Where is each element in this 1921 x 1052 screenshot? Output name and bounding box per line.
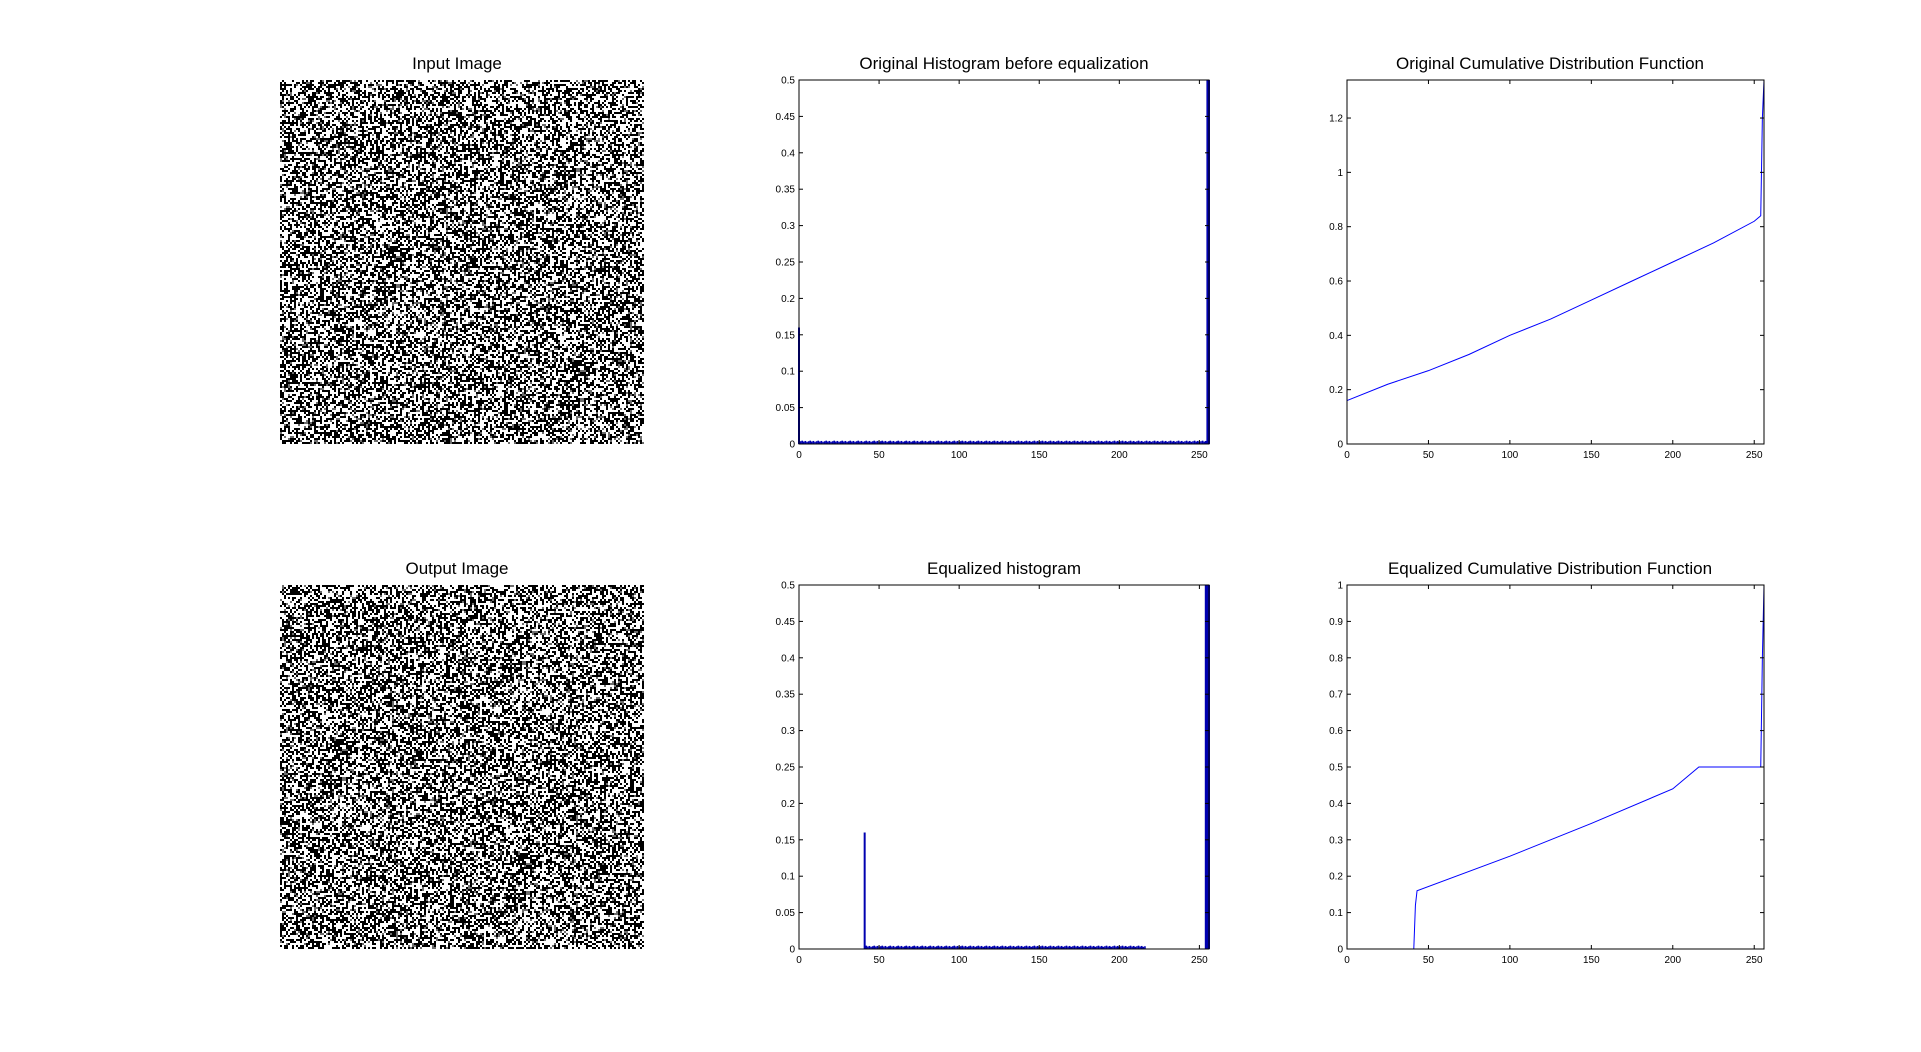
cdf-line — [1413, 584, 1765, 950]
x-tick-label: 250 — [1191, 450, 1208, 461]
y-tick-label: 0.45 — [776, 617, 796, 628]
y-tick-label: 0 — [1337, 945, 1343, 956]
panel-equalized-histogram: Equalized histogram 0 50 100 150 200 250 0 0.05… — [776, 559, 1210, 966]
y-tick-label: 0.2 — [781, 799, 795, 810]
chart-title: Equalized Cumulative Distribution Functi… — [1388, 559, 1712, 578]
y-tick-label: 0.25 — [776, 258, 796, 269]
chart-title: Output Image — [405, 559, 508, 578]
y-tick-label: 0.45 — [776, 112, 796, 123]
y-tick-label: 0.6 — [1329, 277, 1343, 288]
y-tick-label: 0.4 — [1329, 331, 1343, 342]
y-tick-label: 0.3 — [781, 726, 795, 737]
y-tick-label: 0.5 — [781, 76, 795, 87]
x-tick-label: 150 — [1031, 450, 1048, 461]
y-tick-label: 1 — [1337, 168, 1343, 179]
y-tick-label: 0.5 — [781, 581, 795, 592]
x-tick-label: 100 — [1502, 955, 1519, 966]
y-tick-label: 0.2 — [1329, 872, 1343, 883]
y-tick-label: 0.05 — [776, 403, 796, 414]
y-tick-label: 0.35 — [776, 690, 796, 701]
y-tick-label: 1 — [1337, 581, 1343, 592]
x-tick-label: 250 — [1746, 955, 1763, 966]
x-tick-label: 250 — [1191, 955, 1208, 966]
x-tick-label: 0 — [1344, 955, 1350, 966]
y-tick-label: 0.4 — [781, 653, 795, 664]
plot-area — [1346, 79, 1765, 402]
y-tick-label: 0.1 — [781, 367, 795, 378]
y-tick-label: 0.4 — [1329, 799, 1343, 810]
x-tick-label: 150 — [1583, 955, 1600, 966]
axes-frame — [1346, 79, 1765, 445]
y-tick-label: 0.3 — [1329, 835, 1343, 846]
x-tick-label: 50 — [1423, 955, 1435, 966]
y-tick-label: 0.1 — [781, 872, 795, 883]
y-tick-label: 0.6 — [1329, 726, 1343, 737]
y-tick-label: 0 — [789, 440, 795, 451]
y-tick-label: 0.15 — [776, 330, 796, 341]
x-tick-label: 250 — [1746, 450, 1763, 461]
chart-title: Original Cumulative Distribution Functio… — [1396, 54, 1704, 73]
panel-input-image: Input Image — [280, 54, 644, 444]
y-tick-label: 0 — [1337, 440, 1343, 451]
y-tick-label: 0.3 — [781, 221, 795, 232]
x-tick-label: 0 — [1344, 450, 1350, 461]
y-tick-label: 0.7 — [1329, 690, 1343, 701]
plot-area — [1413, 584, 1765, 950]
y-tick-label: 0 — [789, 945, 795, 956]
x-tick-label: 50 — [874, 955, 886, 966]
noise-pixels — [280, 585, 644, 949]
panel-original-histogram: Original Histogram before equalization 0… — [776, 54, 1210, 461]
x-tick-label: 200 — [1664, 955, 1681, 966]
y-tick-label: 0.35 — [776, 185, 796, 196]
x-tick-label: 0 — [796, 955, 802, 966]
panel-output-image: Output Image — [280, 559, 644, 949]
x-tick-label: 100 — [1502, 450, 1519, 461]
y-tick-label: 0.4 — [781, 148, 795, 159]
input-image — [280, 80, 644, 444]
chart-title: Original Histogram before equalization — [859, 54, 1148, 73]
y-tick-label: 0.5 — [1329, 763, 1343, 774]
cdf-line — [1346, 79, 1765, 402]
x-tick-label: 200 — [1664, 450, 1681, 461]
y-tick-label: 0.8 — [1329, 222, 1343, 233]
panel-original-cdf: Original Cumulative Distribution Functio… — [1329, 54, 1765, 461]
noise-pixels — [280, 80, 644, 444]
y-tick-label: 0.2 — [781, 294, 795, 305]
output-image — [280, 585, 644, 949]
y-tick-label: 0.1 — [1329, 908, 1343, 919]
x-tick-label: 50 — [1423, 450, 1435, 461]
y-tick-label: 0.25 — [776, 763, 796, 774]
x-tick-label: 200 — [1111, 955, 1128, 966]
chart-title: Equalized histogram — [927, 559, 1081, 578]
x-tick-label: 0 — [796, 450, 802, 461]
panel-equalized-cdf: Equalized Cumulative Distribution Functi… — [1329, 559, 1765, 966]
y-tick-label: 1.2 — [1329, 114, 1343, 125]
x-tick-label: 150 — [1031, 955, 1048, 966]
x-tick-label: 100 — [951, 955, 968, 966]
x-tick-label: 100 — [951, 450, 968, 461]
x-tick-label: 150 — [1583, 450, 1600, 461]
y-tick-label: 0.8 — [1329, 653, 1343, 664]
y-tick-label: 0.05 — [776, 908, 796, 919]
y-tick-label: 0.15 — [776, 835, 796, 846]
x-tick-label: 200 — [1111, 450, 1128, 461]
y-tick-label: 0.2 — [1329, 385, 1343, 396]
y-tick-label: 0.9 — [1329, 617, 1343, 628]
chart-title: Input Image — [412, 54, 502, 73]
x-tick-label: 50 — [874, 450, 886, 461]
